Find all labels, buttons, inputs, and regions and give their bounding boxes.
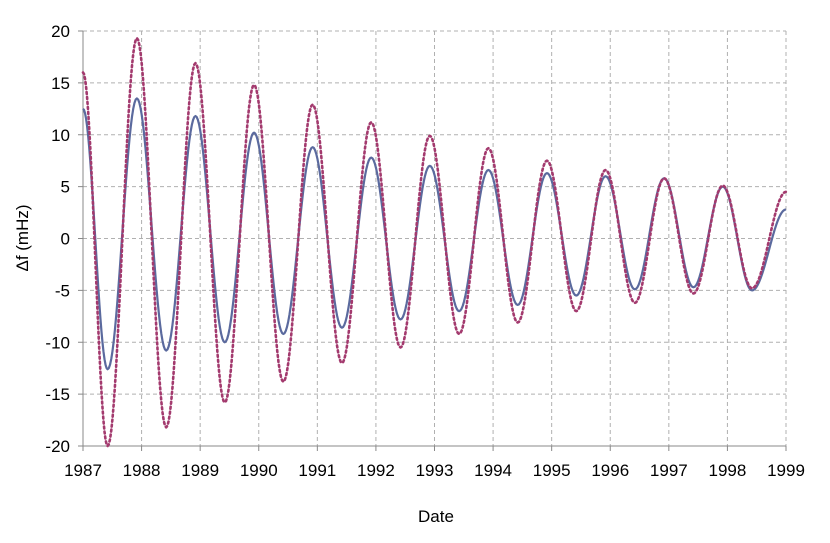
y-tick-label: 20	[51, 22, 70, 41]
x-tick-label: 1994	[474, 461, 512, 480]
y-tick-label: -10	[45, 333, 70, 352]
x-tick-label: 1999	[767, 461, 805, 480]
y-tick-label: 15	[51, 74, 70, 93]
x-tick-label: 1995	[533, 461, 571, 480]
x-tick-label: 1988	[123, 461, 161, 480]
y-tick-label: -20	[45, 437, 70, 456]
y-tick-label: -5	[55, 281, 70, 300]
x-tick-label: 1996	[591, 461, 629, 480]
y-tick-label: 10	[51, 126, 70, 145]
x-tick-label: 1990	[240, 461, 278, 480]
y-tick-label: -15	[45, 385, 70, 404]
x-axis-label: Date	[418, 507, 454, 526]
x-tick-label: 1991	[298, 461, 336, 480]
x-tick-label: 1993	[416, 461, 454, 480]
x-tick-label: 1992	[357, 461, 395, 480]
y-axis-label: Δf (mHz)	[13, 204, 32, 271]
x-tick-label: 1998	[709, 461, 747, 480]
x-tick-label: 1997	[650, 461, 688, 480]
series-layer	[81, 36, 788, 448]
x-tick-label: 1989	[181, 461, 219, 480]
tick-labels: 20 15 10 5 0 -5 -10 -15 -20 1987 1988 1989 1990 1991 1…	[45, 22, 804, 480]
y-tick-label: 0	[61, 230, 70, 249]
y-tick-label: 5	[61, 178, 70, 197]
x-tick-label: 1987	[64, 461, 102, 480]
series-line-2	[81, 36, 788, 448]
axes	[78, 30, 787, 451]
